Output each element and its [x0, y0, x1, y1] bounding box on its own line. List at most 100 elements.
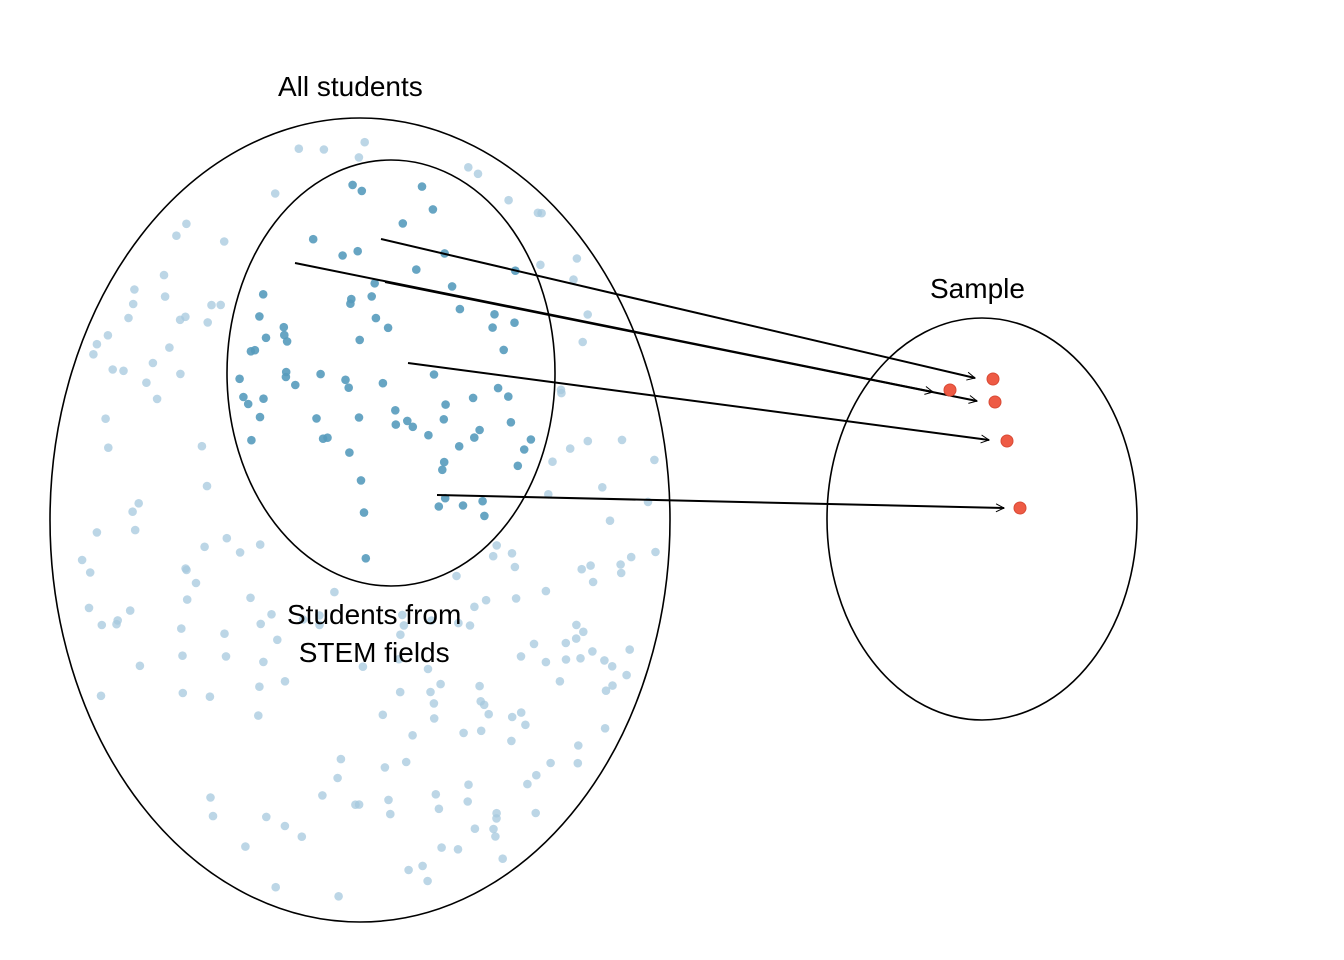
population-point — [511, 594, 521, 603]
population-point — [103, 331, 113, 340]
population-point — [207, 300, 216, 310]
stem-point — [357, 186, 367, 196]
population-point — [191, 578, 201, 588]
population-point — [96, 691, 106, 701]
sample-ellipse — [826, 317, 1138, 721]
population-point — [605, 516, 615, 525]
population-point — [128, 507, 137, 516]
stem-point — [439, 457, 449, 467]
stem-point — [439, 415, 449, 424]
population-point — [205, 692, 215, 701]
population-point — [491, 832, 500, 841]
population-point — [572, 254, 582, 263]
stem-point — [370, 279, 380, 288]
population-point — [256, 619, 266, 629]
stem-point — [239, 392, 248, 402]
population-point — [208, 811, 218, 821]
stem-point — [383, 323, 393, 333]
population-point — [453, 845, 463, 854]
stem-point — [255, 412, 265, 422]
stem-label: Students from STEM fields — [287, 596, 461, 672]
stem-point — [429, 370, 439, 379]
stem-point — [470, 433, 479, 442]
population-point — [434, 804, 444, 814]
stem-point — [308, 234, 318, 244]
population-point — [626, 552, 636, 562]
population-point — [246, 593, 255, 603]
population-point — [182, 219, 191, 229]
population-point — [104, 443, 113, 453]
population-point — [177, 624, 186, 633]
stem-point — [475, 425, 484, 435]
stem-point — [519, 445, 529, 454]
stem-point — [480, 511, 489, 521]
stem-point — [281, 367, 291, 377]
population-point — [259, 657, 268, 667]
stem-point — [316, 369, 325, 379]
population-point — [142, 378, 151, 388]
all-students-label: All students — [278, 71, 423, 102]
stem-point — [247, 435, 256, 445]
stem-point — [312, 414, 321, 423]
population-point — [510, 562, 520, 572]
population-point — [492, 541, 502, 550]
population-point — [586, 561, 595, 570]
population-point — [334, 892, 343, 901]
population-point — [384, 795, 393, 805]
population-point — [396, 630, 405, 639]
population-point — [607, 662, 617, 671]
population-point — [571, 634, 581, 643]
population-point — [380, 763, 390, 772]
population-point — [601, 686, 611, 695]
population-point — [576, 654, 585, 663]
population-point — [429, 699, 439, 708]
stem-point — [279, 322, 289, 332]
stem-point — [441, 400, 450, 409]
population-point — [579, 627, 588, 637]
population-point — [92, 339, 102, 349]
population-point — [262, 812, 271, 822]
stem-point — [428, 205, 438, 214]
stem-point — [367, 292, 377, 301]
population-point — [557, 388, 566, 398]
population-point — [270, 189, 280, 198]
population-point — [475, 681, 484, 691]
stem-point — [354, 413, 364, 422]
population-point — [273, 635, 282, 645]
selection-arrow — [407, 362, 989, 440]
stem-point — [513, 461, 523, 471]
population-point — [651, 547, 660, 557]
population-point — [386, 809, 395, 819]
population-point — [523, 779, 532, 789]
population-point — [92, 528, 102, 537]
population-point — [565, 444, 575, 453]
population-point — [470, 824, 480, 833]
population-point — [481, 595, 491, 605]
stem-point — [478, 496, 487, 506]
stem-point — [338, 251, 347, 260]
population-point — [423, 664, 433, 674]
population-point — [280, 821, 290, 831]
population-point — [650, 455, 659, 465]
population-point — [241, 842, 250, 851]
stem-point — [346, 299, 355, 309]
stem-point — [403, 416, 412, 426]
stem-students-ellipse — [226, 159, 556, 587]
sample-point — [988, 395, 1002, 409]
population-point — [134, 499, 143, 508]
stem-point — [356, 476, 366, 485]
population-point — [574, 741, 583, 750]
population-point — [77, 555, 87, 565]
population-point — [165, 343, 174, 352]
selection-arrows — [294, 238, 1004, 508]
sample-label: Sample — [930, 273, 1025, 304]
population-point — [172, 231, 181, 240]
population-point — [159, 270, 169, 280]
population-point — [536, 260, 545, 270]
population-point — [219, 237, 229, 246]
population-point — [176, 369, 185, 379]
stem-point — [261, 333, 271, 343]
stem-point — [506, 418, 516, 427]
population-point — [617, 435, 627, 445]
population-point — [401, 757, 411, 767]
